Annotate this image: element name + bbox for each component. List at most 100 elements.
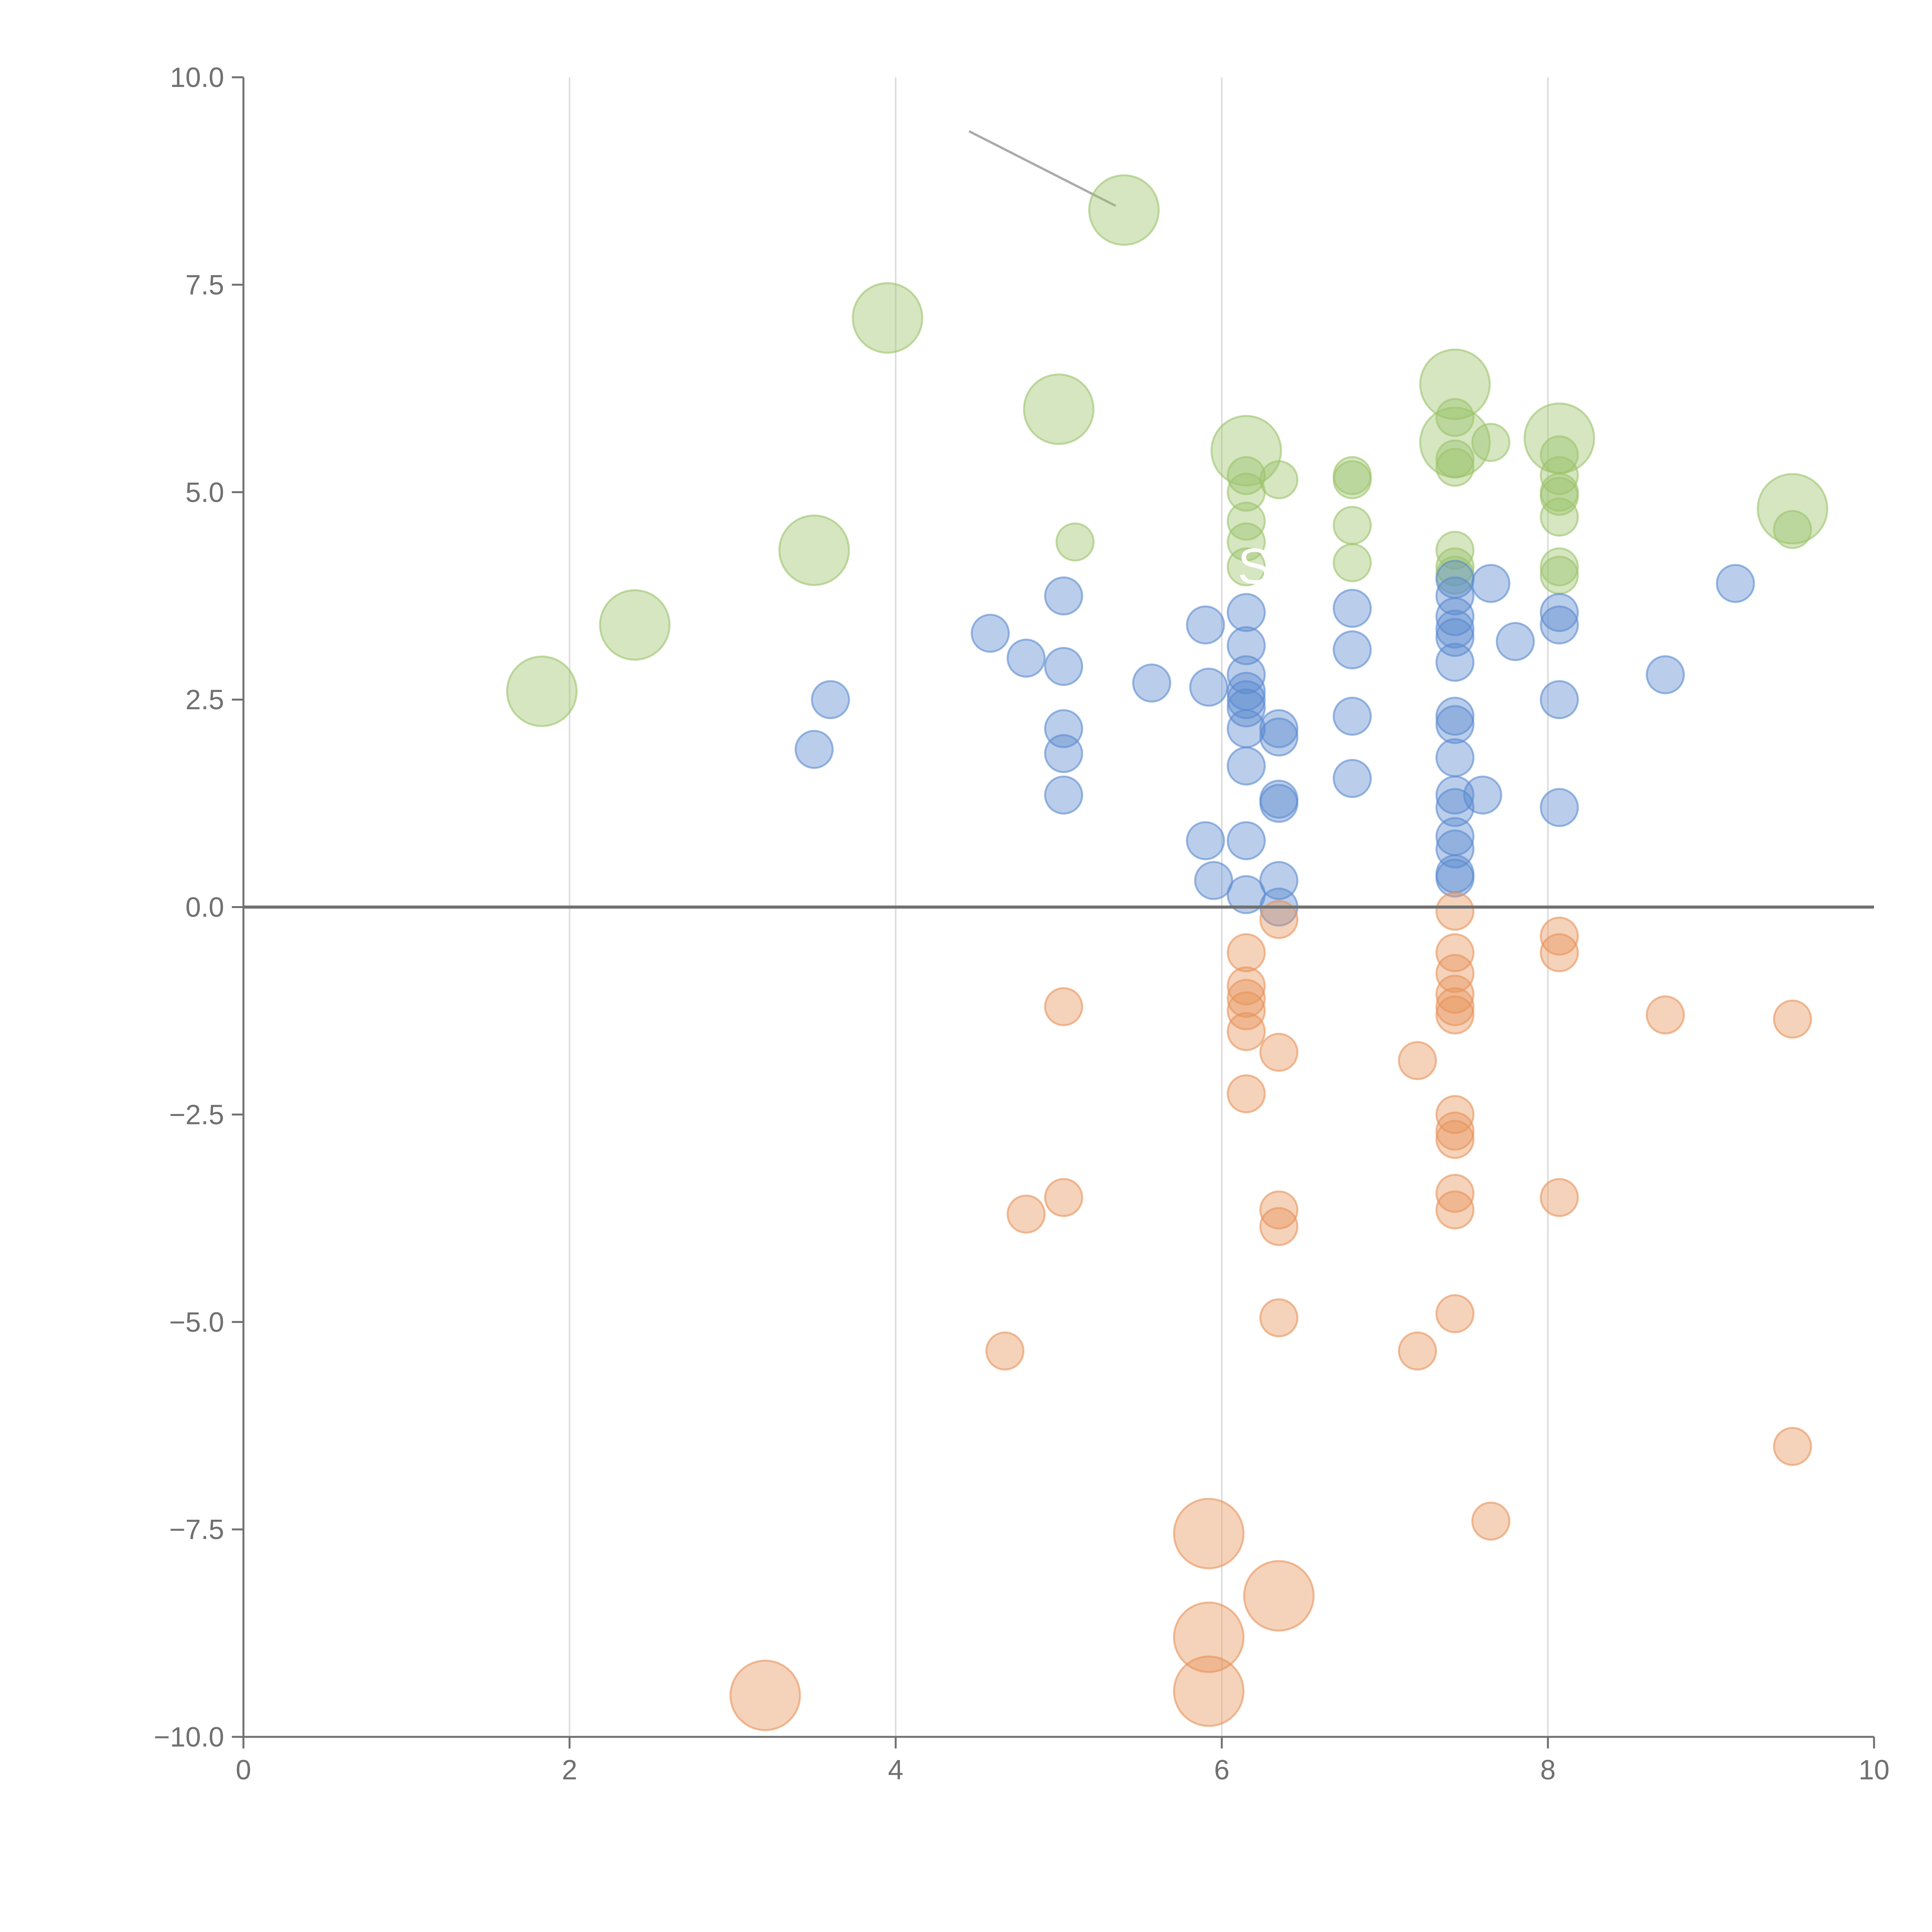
y-tick-label: 7.5 [185,270,224,301]
data-point-orange [1398,1041,1437,1080]
data-point-orange [1243,1560,1315,1632]
data-point-green [1226,502,1266,541]
data-point-blue [1226,680,1266,719]
data-point-blue [1435,576,1475,616]
data-point-green [1435,398,1475,437]
data-point-orange [1226,979,1266,1018]
data-point-blue [1259,861,1299,900]
data-point-blue [1194,861,1233,900]
data-point-orange [1259,1190,1299,1230]
data-point-blue [1435,738,1475,777]
data-point-orange [1435,1111,1475,1151]
data-point-green [1435,447,1475,487]
data-point-orange [1435,975,1475,1014]
data-point-green [506,655,578,727]
data-point-orange [1471,1502,1510,1541]
data-point-orange [1435,995,1475,1035]
data-point-orange [1173,1498,1245,1570]
overlay-label: S [1238,538,1271,594]
data-point-blue [1189,667,1228,707]
data-point-blue [1540,788,1579,827]
data-point-green [1226,456,1266,495]
data-point-green [1023,373,1095,445]
data-point-orange [985,1331,1025,1371]
data-point-blue [1646,655,1685,694]
data-point-green [1435,439,1475,479]
data-point-orange [1435,933,1475,973]
data-point-orange [1173,1601,1245,1673]
data-point-green [1333,506,1372,545]
data-point-green [1088,174,1160,246]
data-point-blue [1496,622,1535,661]
overlay-label: WOO [1273,1509,1399,1565]
y-tick-label: −10.0 [154,1722,224,1753]
data-point-blue [1716,564,1755,603]
data-point-orange [1044,1178,1083,1217]
data-point-green [1055,522,1095,562]
y-tick-label: 5.0 [185,477,224,508]
data-point-blue [1259,717,1299,757]
data-point-blue [1471,564,1510,603]
data-point-blue [1463,776,1502,815]
y-tick-label: −5.0 [169,1307,224,1338]
y-tick-label: −2.5 [169,1099,224,1130]
data-point-green [1540,547,1579,587]
data-point-orange [1173,1655,1245,1727]
data-point-blue [1435,643,1475,682]
y-tick-label: 10.0 [170,62,224,93]
data-point-orange [1259,1298,1299,1338]
data-point-blue [1259,709,1299,748]
data-point-orange [1259,1032,1299,1072]
data-point-blue [1226,593,1266,632]
data-point-green [1226,547,1266,587]
data-point-blue [971,614,1010,653]
x-tick-label: 8 [1540,1755,1556,1786]
data-point-blue [1044,647,1083,686]
data-point-blue [794,730,834,769]
data-point-blue [1333,759,1372,798]
data-point-orange [1007,1194,1046,1234]
data-point-blue [811,680,850,719]
data-point-blue [1435,609,1475,649]
data-point-green [1540,556,1579,595]
data-point-green [1333,543,1372,582]
data-point-blue [1540,605,1579,645]
data-point-green [1540,497,1579,537]
data-point-blue [1540,593,1579,632]
y-tick-label: 0.0 [185,892,224,923]
data-point-orange [1435,954,1475,993]
data-point-orange [1540,933,1579,973]
data-point-blue [1186,605,1225,645]
data-point-green [1333,460,1372,500]
y-tick-label: −7.5 [169,1514,224,1545]
x-tick-label: 0 [236,1755,251,1786]
data-point-blue [1044,776,1083,815]
data-point-orange [1259,900,1299,939]
data-point-orange [1435,891,1475,931]
data-point-orange [1435,1294,1475,1333]
data-point-blue [1226,821,1266,861]
data-point-orange [1226,991,1266,1031]
data-point-green [1259,460,1299,500]
x-tick-label: 2 [562,1755,577,1786]
data-point-blue [1435,705,1475,744]
data-point-green [599,589,671,661]
data-point-blue [1435,776,1475,815]
data-point-blue [1044,734,1083,773]
data-point-orange [1773,999,1812,1039]
x-tick-label: 6 [1214,1755,1230,1786]
data-point-orange [1646,995,1685,1035]
data-point-orange [1398,1331,1437,1371]
leader-line [968,130,1117,207]
data-point-orange [1435,987,1475,1026]
x-tick-label: 10 [1859,1755,1889,1786]
data-point-green [1471,423,1510,462]
data-point-orange [1540,917,1579,956]
data-point-blue [1226,626,1266,665]
data-point-orange [1435,1173,1475,1213]
data-point-orange [1773,1427,1812,1466]
data-point-orange [1259,1207,1299,1246]
data-point-blue [1226,688,1266,728]
x-tick-label: 4 [888,1755,903,1786]
data-point-green [1435,547,1475,587]
